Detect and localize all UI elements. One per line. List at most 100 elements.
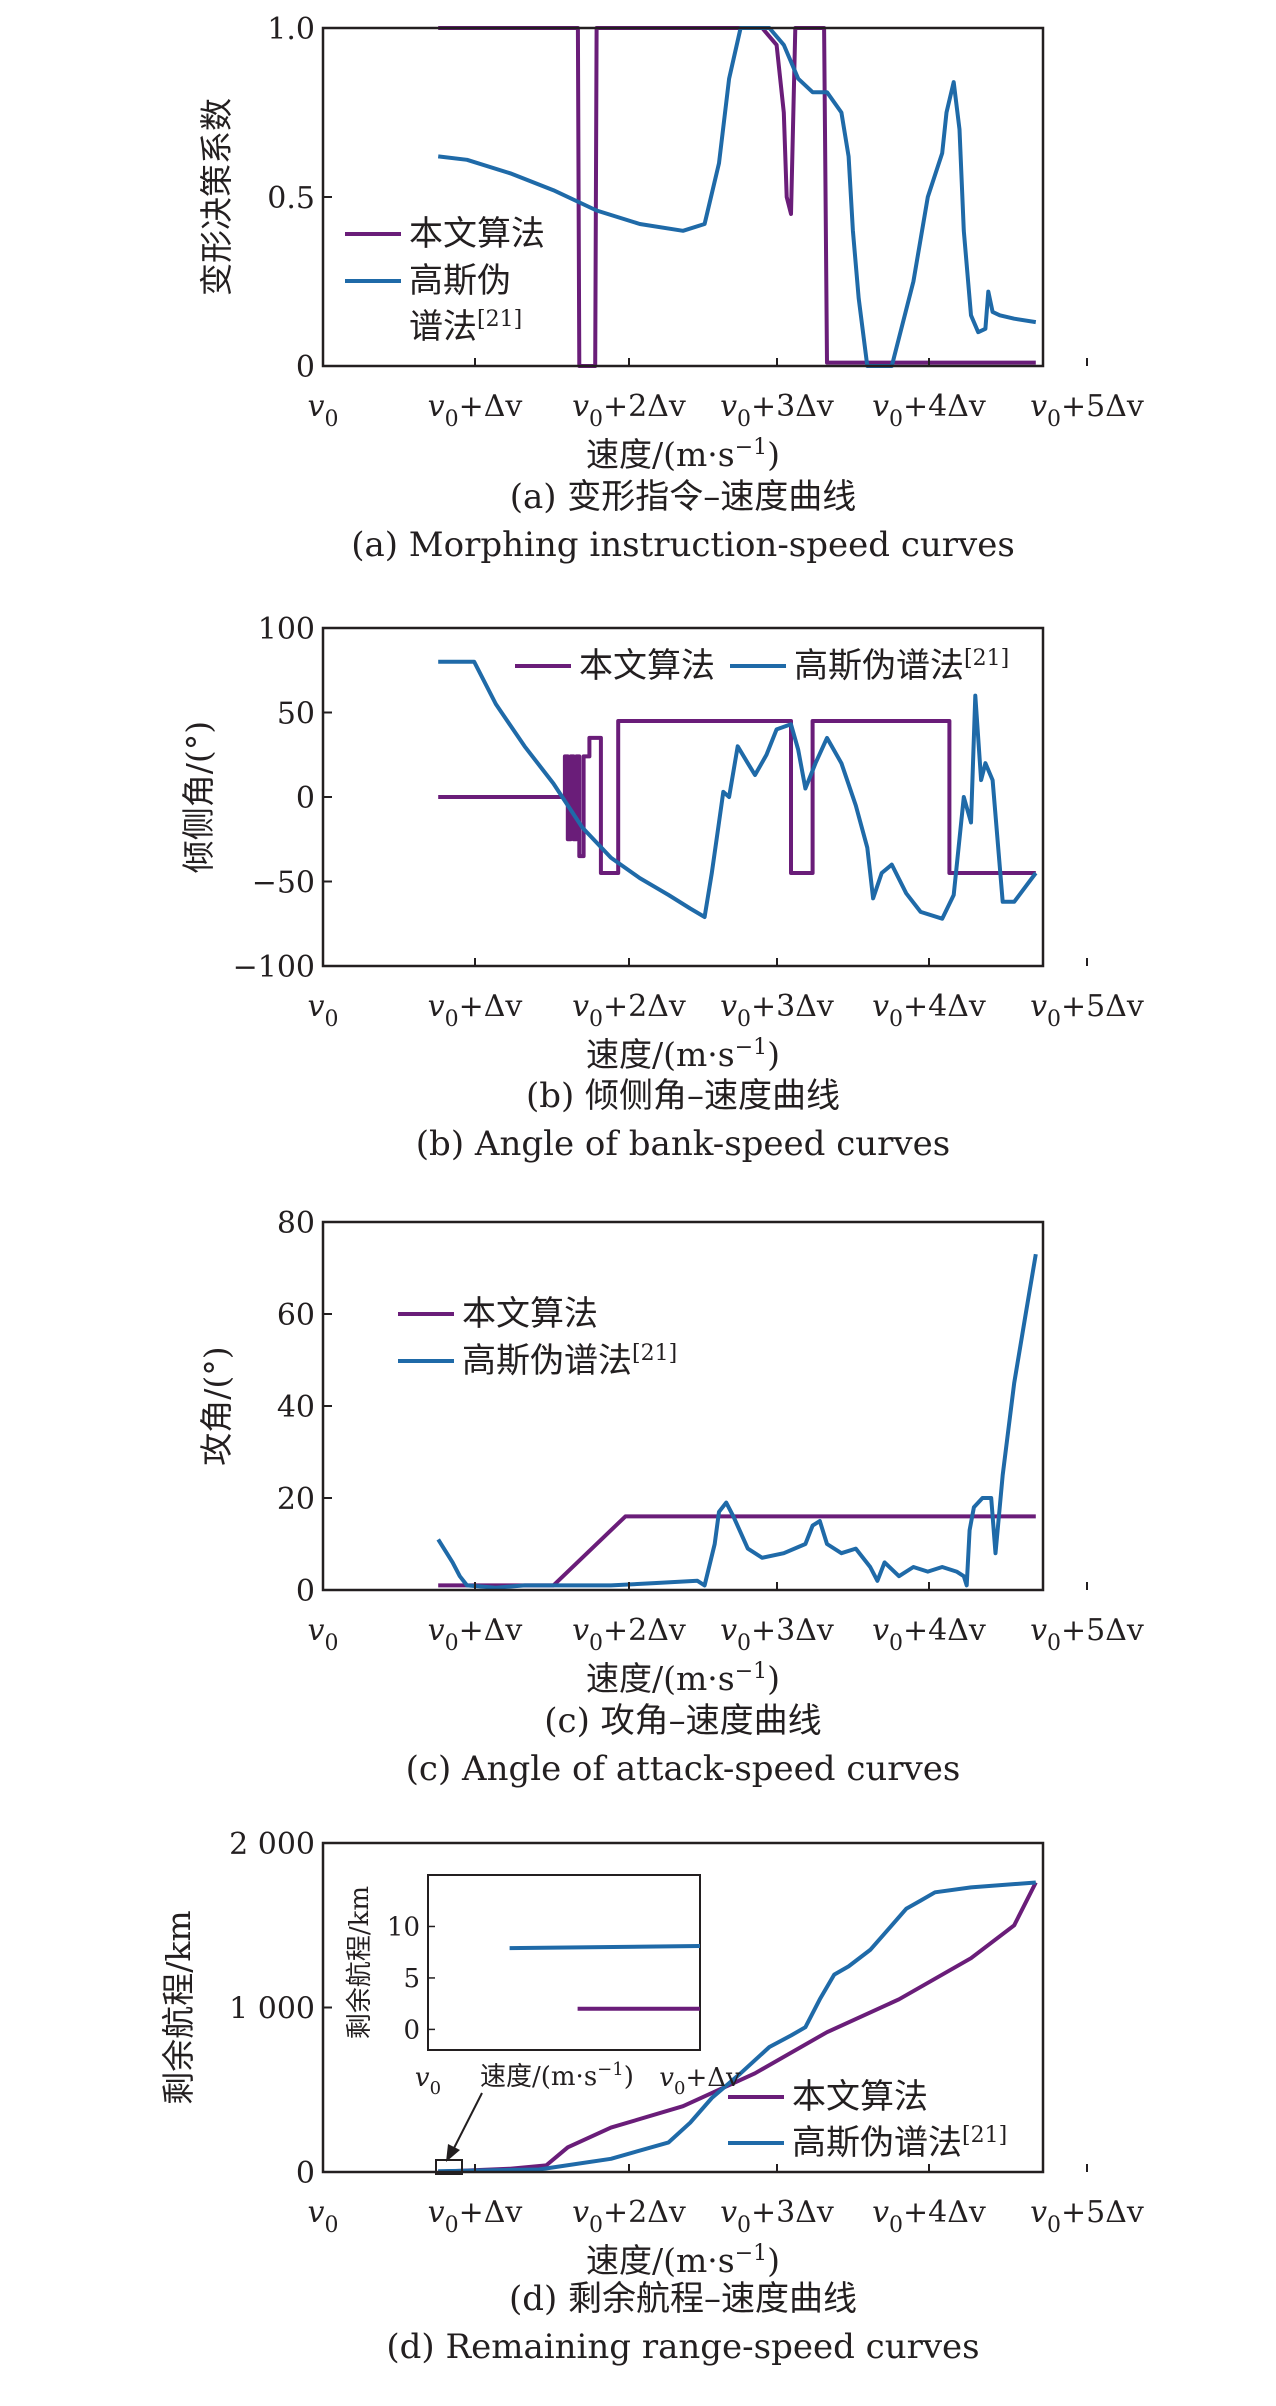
- x-tick-label: v0+5Δv: [1030, 1613, 1144, 1656]
- x-tick-label: v0+3Δv: [720, 389, 834, 432]
- series-line-gpm: [437, 26, 1037, 368]
- caption-english: (a) Morphing instruction-speed curves: [351, 525, 1015, 565]
- x-tick-subscript: 0: [1047, 2213, 1061, 2238]
- y-tick-label: 60: [277, 1298, 315, 1333]
- caption-english: (c) Angle of attack-speed curves: [406, 1749, 961, 1789]
- x-tick-base: v: [720, 2195, 737, 2230]
- x-axis-label: 速度/(m·s−1): [586, 2241, 780, 2280]
- x-tick-base: v: [308, 1613, 325, 1648]
- x-tick-rest: +2Δv: [603, 389, 686, 424]
- zoom-arrow-shaft: [451, 2092, 483, 2153]
- y-tick-label: 2 000: [229, 1827, 315, 1862]
- x-tick-base: v: [428, 1613, 445, 1648]
- x-tick-subscript: 0: [889, 1631, 903, 1656]
- x-tick-rest: +4Δv: [903, 1613, 986, 1648]
- x-tick-subscript: 0: [589, 2213, 603, 2238]
- y-tick-label: 40: [277, 1390, 315, 1425]
- x-tick-subscript: 0: [445, 407, 459, 432]
- legend-label-gpm: 高斯伪谱法[21]: [462, 1341, 677, 1381]
- x-tick-rest: +5Δv: [1061, 389, 1144, 424]
- legend-gpm-ref: [21]: [632, 1341, 677, 1366]
- x-tick-rest: +Δv: [459, 2195, 523, 2230]
- caption-chinese: (a) 变形指令–速度曲线: [510, 477, 857, 517]
- x-tick-label: v0+4Δv: [872, 1613, 986, 1656]
- legend-label-method: 本文算法: [579, 646, 715, 686]
- x-tick-rest: +Δv: [459, 989, 523, 1024]
- x-tick-subscript: 0: [889, 2213, 903, 2238]
- x-tick-base: v: [572, 2195, 589, 2230]
- x-tick-label: v0+5Δv: [1030, 2195, 1144, 2238]
- x-tick-rest: +2Δv: [603, 989, 686, 1024]
- caption-chinese: (b) 倾侧角–速度曲线: [526, 1076, 840, 1116]
- x-tick-base: v: [1030, 1613, 1047, 1648]
- x-tick-label: v0+Δv: [428, 989, 523, 1032]
- x-tick-label: v0+4Δv: [872, 389, 986, 432]
- x-tick-rest: +Δv: [459, 1613, 523, 1648]
- x-tick-rest: +5Δv: [1061, 2195, 1144, 2230]
- x-tick-subscript: 0: [737, 1631, 751, 1656]
- series-line-method: [438, 26, 1036, 368]
- legend-label-gpm: 高斯伪: [409, 261, 511, 301]
- x-tick-label: v0+4Δv: [872, 989, 986, 1032]
- x-tick-subscript: 0: [324, 407, 338, 432]
- caption-chinese: (d) 剩余航程–速度曲线: [509, 2279, 857, 2319]
- legend-gpm-name: 高斯伪谱法: [792, 2123, 962, 2163]
- x-tick-rest: +2Δv: [603, 2195, 686, 2230]
- x-tick-base: v: [428, 2195, 445, 2230]
- annotation-speed-label: 速度/(m·s−1): [480, 2059, 634, 2092]
- x-axis-label-close: ): [767, 1659, 780, 1698]
- annotation-superscript: −1: [597, 2059, 624, 2080]
- y-tick-label: −100: [233, 950, 315, 985]
- inset-x-tick-label: v0: [415, 2063, 441, 2099]
- x-axis-label: 速度/(m·s−1): [586, 1035, 780, 1074]
- x-tick-rest: +3Δv: [751, 2195, 834, 2230]
- legend-gpm-ref: [21]: [962, 2123, 1007, 2148]
- x-tick-subscript: 0: [324, 1007, 338, 1032]
- caption-english: (b) Angle of bank-speed curves: [416, 1124, 950, 1164]
- x-tick-base: v: [308, 989, 325, 1024]
- y-tick-label: 100: [258, 612, 315, 647]
- inset-x-tick-base: v: [659, 2063, 674, 2093]
- y-tick-label: 1 000: [229, 1992, 315, 2027]
- x-axis-label-superscript: −1: [735, 435, 767, 460]
- x-axis-label-main: 速度/(m·s: [586, 435, 735, 474]
- legend-gpm-ref: [21]: [477, 307, 522, 332]
- x-tick-label: v0: [308, 2195, 339, 2238]
- y-tick-label: 0: [296, 1574, 315, 1609]
- x-tick-rest: +4Δv: [903, 2195, 986, 2230]
- x-tick-rest: +2Δv: [603, 1613, 686, 1648]
- inset-y-tick-label: 0: [403, 2015, 420, 2045]
- x-tick-subscript: 0: [1047, 1007, 1061, 1032]
- x-tick-base: v: [872, 1613, 889, 1648]
- x-tick-rest: +4Δv: [903, 989, 986, 1024]
- inset-x-tick-rest: +Δv: [685, 2063, 741, 2093]
- y-tick-label: −50: [252, 866, 315, 901]
- x-tick-rest: +3Δv: [751, 1613, 834, 1648]
- inset-y-tick-label: 5: [403, 1964, 420, 1994]
- x-tick-base: v: [1030, 2195, 1047, 2230]
- series-line-gpm: [436, 1253, 1038, 1590]
- x-tick-base: v: [872, 389, 889, 424]
- legend-label-method: 本文算法: [409, 214, 545, 254]
- x-tick-rest: +4Δv: [903, 389, 986, 424]
- x-tick-label: v0: [308, 1613, 339, 1656]
- x-tick-subscript: 0: [737, 407, 751, 432]
- x-tick-base: v: [872, 989, 889, 1024]
- x-axis-label: 速度/(m·s−1): [586, 435, 780, 474]
- x-axis-label-superscript: −1: [735, 1659, 767, 1684]
- x-tick-base: v: [572, 989, 589, 1024]
- y-axis-label: 倾侧角/(°): [179, 721, 218, 873]
- x-axis-label: 速度/(m·s−1): [586, 1659, 780, 1698]
- legend-gpm-ref-line: 谱法[21]: [409, 307, 522, 347]
- x-axis-label-close: ): [767, 2241, 780, 2280]
- x-tick-base: v: [720, 989, 737, 1024]
- x-axis-label-main: 速度/(m·s: [586, 2241, 735, 2280]
- x-tick-subscript: 0: [889, 1007, 903, 1032]
- y-axis-label: 变形决策系数: [197, 98, 236, 296]
- series-line-method: [438, 719, 1036, 875]
- x-tick-label: v0+3Δv: [720, 2195, 834, 2238]
